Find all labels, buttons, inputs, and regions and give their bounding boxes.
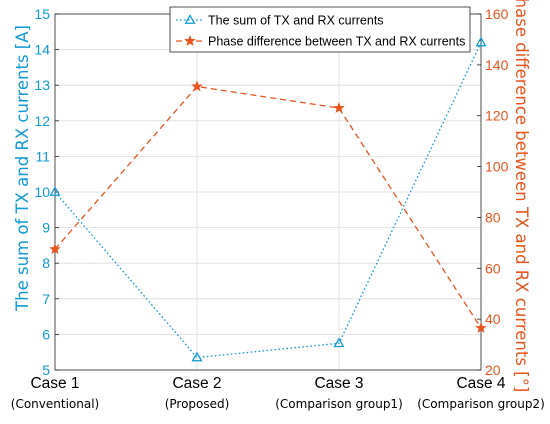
- legend-marker: [184, 34, 196, 46]
- data-point: [333, 102, 345, 113]
- x-axis-ticks: Case 1 (Conventional) Case 2 (Proposed) Case…: [11, 375, 545, 411]
- right-tick-label: 80: [485, 209, 501, 225]
- right-tick-label: 60: [485, 260, 501, 276]
- right-tick-label: 40: [485, 311, 501, 327]
- data-point: [191, 351, 203, 362]
- left-tick-label: 13: [34, 77, 50, 93]
- left-axis-ticks: 5 6 7 8 9 10 11 12 13 14 15: [34, 6, 59, 378]
- right-tick-label: 160: [485, 6, 509, 22]
- left-tick-label: 9: [42, 220, 50, 236]
- left-tick-label: 6: [42, 326, 50, 342]
- left-tick-label: 14: [34, 42, 50, 58]
- legend-marker: [184, 14, 196, 24]
- left-tick-label: 12: [34, 113, 50, 129]
- data-point: [475, 36, 487, 47]
- right-tick-label: 140: [485, 57, 509, 73]
- right-tick-label: 100: [485, 159, 509, 175]
- right-axis-label: Phase difference between TX and RX curre…: [512, 0, 531, 392]
- data-point: [191, 80, 203, 92]
- right-axis-ticks: 20 40 60 80 100 120 140 160: [477, 6, 509, 378]
- data-point: [333, 337, 345, 348]
- series-line: [54, 42, 482, 359]
- x-tick-label: Case 4: [456, 375, 505, 392]
- legend-items: The sum of TX and RX currents Phase diffe…: [176, 14, 465, 49]
- left-tick-label: 7: [42, 291, 50, 307]
- left-axis-label: The sum of TX and RX currents [A]: [13, 25, 32, 312]
- left-tick-label: 15: [34, 6, 50, 22]
- legend-label: The sum of TX and RX currents: [208, 14, 384, 28]
- series-line: [54, 85, 482, 329]
- data-point: [49, 186, 61, 196]
- left-tick-label: 11: [35, 148, 50, 164]
- x-tick-label: Case 1: [30, 375, 79, 392]
- left-tick-label: 5: [42, 362, 50, 378]
- x-tick-sublabel: (Comparison group1): [275, 397, 403, 411]
- x-tick-sublabel: (Comparison group2): [417, 397, 545, 411]
- legend-box: [169, 6, 471, 53]
- left-tick-label: 8: [42, 255, 50, 271]
- legend-label: Phase difference between TX and RX curre…: [208, 35, 465, 49]
- series-layer: [49, 36, 487, 362]
- x-tick-sublabel: (Conventional): [11, 397, 99, 411]
- right-tick-label: 120: [485, 108, 509, 124]
- x-tick-sublabel: (Proposed): [165, 397, 230, 411]
- legend: The sum of TX and RX currents Phase diffe…: [169, 6, 471, 53]
- x-tick-label: Case 2: [172, 375, 221, 392]
- left-tick-label: 10: [34, 184, 50, 200]
- data-point: [49, 243, 61, 255]
- right-tick-label: 20: [485, 362, 501, 378]
- data-point: [475, 321, 487, 333]
- x-tick-label: Case 3: [314, 375, 363, 392]
